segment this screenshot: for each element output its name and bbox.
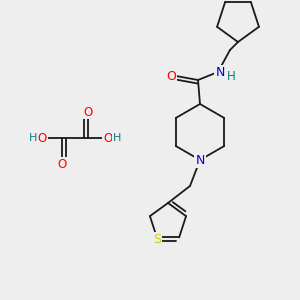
Text: S: S	[153, 233, 161, 246]
Text: H: H	[226, 70, 236, 83]
Text: H: H	[113, 133, 121, 143]
Text: H: H	[29, 133, 37, 143]
Text: O: O	[38, 131, 46, 145]
Text: N: N	[215, 65, 225, 79]
Text: N: N	[195, 154, 205, 166]
Text: O: O	[103, 131, 112, 145]
Text: O: O	[166, 70, 176, 83]
Text: O: O	[57, 158, 67, 170]
Text: O: O	[83, 106, 93, 118]
